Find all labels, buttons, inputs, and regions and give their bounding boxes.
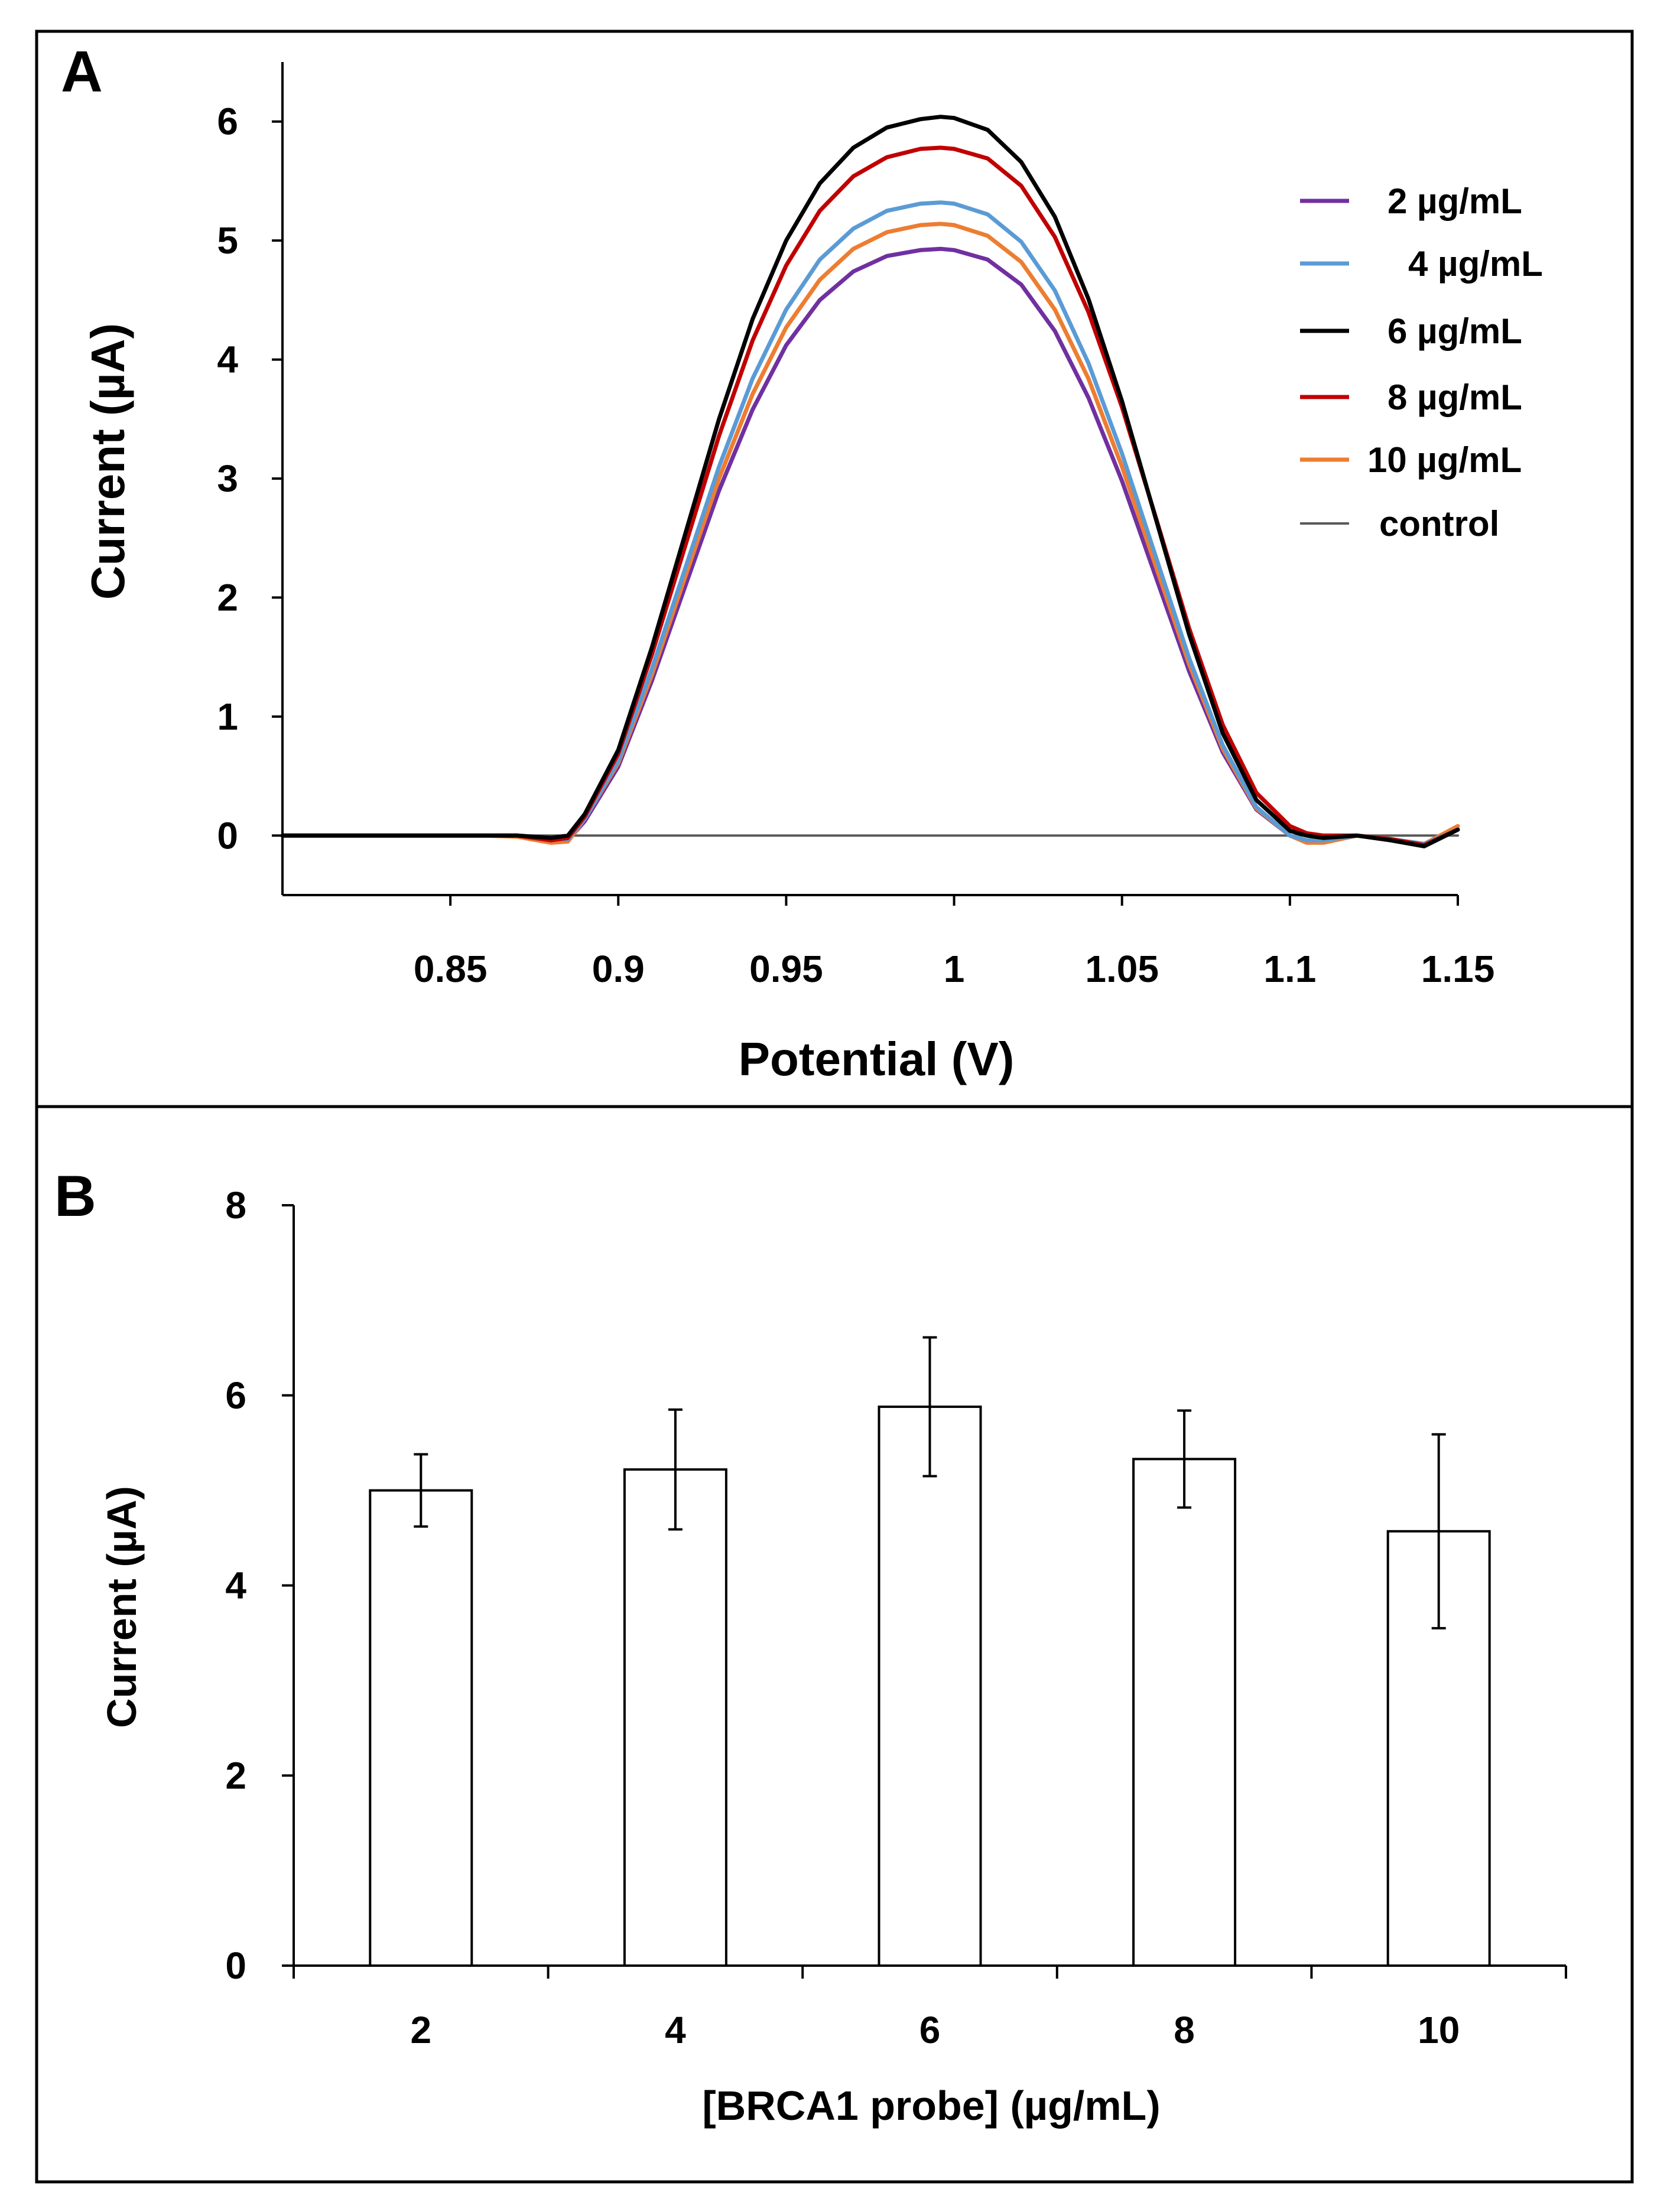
chart-b-x-axis-title: [BRCA1 probe] (µg/mL) xyxy=(702,2083,1160,2129)
chart-a-x-tick-label: 1.05 xyxy=(1085,948,1159,990)
chart-a-series-group xyxy=(280,115,1460,848)
chart-a-series-line-s2 xyxy=(280,246,1460,847)
chart-b-y-axis-title: Current (µA) xyxy=(99,1486,145,1728)
chart-a-y-ticks: 0 1 2 3 4 5 6 xyxy=(217,100,282,857)
chart-a-series-line-s8 xyxy=(280,145,1460,847)
chart-b-x-tick-label: 8 xyxy=(1174,2009,1195,2051)
bar-10 xyxy=(1386,1530,1491,1967)
chart-b: 0 2 4 6 8 2 4 6 8 10 [BRCA1 probe] (µg/mL) Curre… xyxy=(99,1184,1567,2129)
legend-label-s4: 4 µg/mL xyxy=(1408,244,1543,284)
bar-8 xyxy=(1132,1458,1237,1967)
chart-b-y-tick-label: 4 xyxy=(225,1564,246,1607)
chart-a-x-axis-title: Potential (V) xyxy=(739,1033,1015,1085)
chart-b-y-tick-label: 2 xyxy=(225,1754,246,1797)
chart-a: 0 1 2 3 4 5 6 0.85 0.9 0.95 1 1.05 1.1 1.15 Potentia… xyxy=(82,62,1543,1085)
chart-b-x-tick-label: 2 xyxy=(411,2009,432,2051)
chart-a-y-tick-label: 4 xyxy=(217,339,238,381)
legend-label-s6: 6 µg/mL xyxy=(1387,311,1522,351)
chart-a-legend: 2 µg/mL 4 µg/mL 6 µg/mL 8 µg/mL 10 µg/mL cont… xyxy=(1300,181,1543,544)
chart-a-y-tick-label: 5 xyxy=(217,219,238,262)
chart-b-y-tick-label: 0 xyxy=(225,1944,246,1987)
chart-b-x-ticks: 2 4 6 8 10 xyxy=(293,1966,1567,2051)
chart-a-y-tick-label: 6 xyxy=(217,100,238,143)
chart-a-y-tick-label: 0 xyxy=(217,814,238,857)
panel-a-label: A xyxy=(61,39,103,104)
chart-a-series-line-s10 xyxy=(280,222,1460,846)
chart-a-x-tick-label: 0.9 xyxy=(592,948,645,990)
chart-a-x-tick-label: 1.1 xyxy=(1263,948,1316,990)
chart-a-y-tick-label: 3 xyxy=(217,457,238,500)
chart-a-x-tick-label: 1.15 xyxy=(1421,948,1495,990)
legend-label-control: control xyxy=(1379,504,1499,544)
chart-b-y-tick-label: 8 xyxy=(225,1184,246,1227)
legend-label-s8: 8 µg/mL xyxy=(1387,378,1522,417)
chart-a-x-tick-label: 1 xyxy=(944,948,965,990)
chart-b-bars-group xyxy=(369,1336,1491,1967)
chart-b-x-tick-label: 10 xyxy=(1418,2009,1460,2051)
chart-b-x-tick-label: 4 xyxy=(665,2009,686,2051)
bar-4 xyxy=(623,1468,727,1967)
legend-label-s2: 2 µg/mL xyxy=(1387,181,1522,221)
bar-6 xyxy=(878,1406,982,1967)
chart-a-y-tick-label: 2 xyxy=(217,576,238,619)
chart-a-x-tick-label: 0.95 xyxy=(749,948,823,990)
chart-b-x-tick-label: 6 xyxy=(919,2009,941,2051)
chart-a-x-ticks: 0.85 0.9 0.95 1 1.05 1.1 1.15 xyxy=(414,895,1494,990)
panel-b-label: B xyxy=(54,1163,96,1228)
chart-a-series-line-s4 xyxy=(280,200,1460,846)
chart-b-y-ticks: 0 2 4 6 8 xyxy=(225,1184,294,1987)
legend-label-s10: 10 µg/mL xyxy=(1367,440,1522,480)
chart-a-y-axis-title: Current (µA) xyxy=(82,323,134,600)
chart-a-series-line-s6 xyxy=(280,115,1460,848)
chart-a-x-tick-label: 0.85 xyxy=(414,948,488,990)
chart-b-y-tick-label: 6 xyxy=(225,1374,246,1417)
bar-2 xyxy=(369,1489,473,1967)
chart-a-y-tick-label: 1 xyxy=(217,695,238,738)
